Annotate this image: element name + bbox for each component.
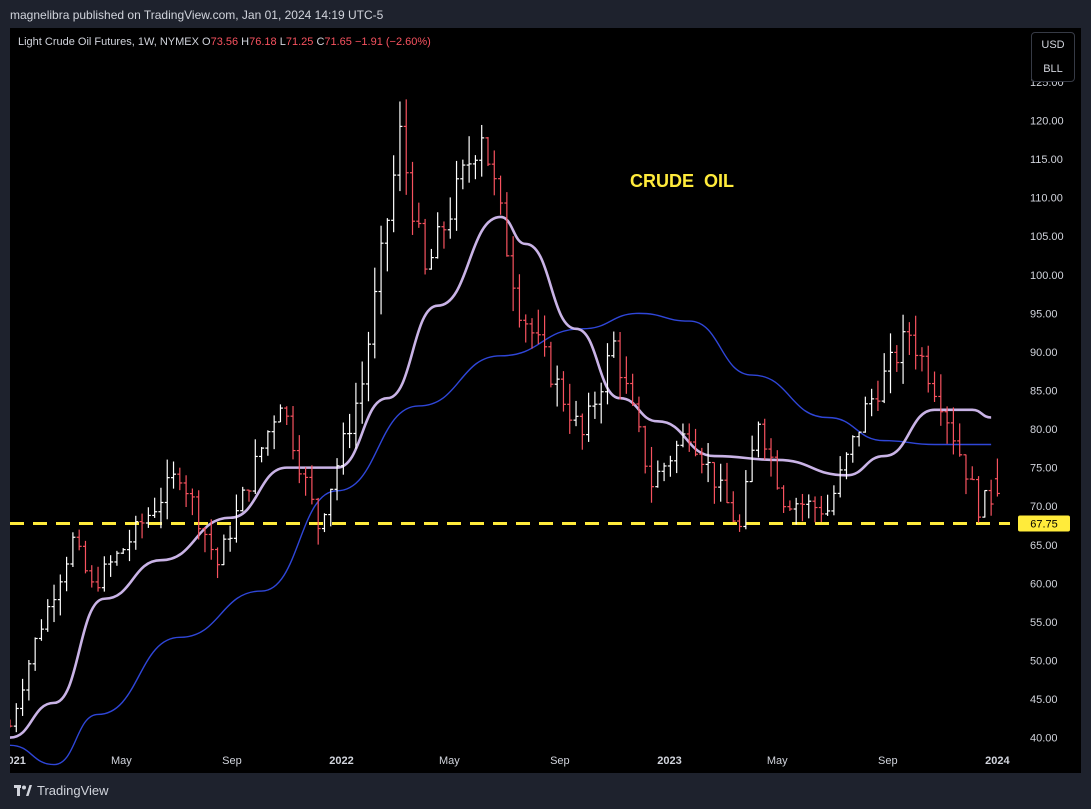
x-axis-tick-label: Sep <box>222 755 242 767</box>
x-axis-tick-label: May <box>767 755 788 767</box>
x-axis-tick-label: Sep <box>550 755 570 767</box>
y-axis-tick-label: 80.00 <box>1030 424 1058 436</box>
top-bar: magnelibra published on TradingView.com,… <box>0 0 1091 28</box>
high-label: H <box>241 36 250 48</box>
x-axis-tick-label: 2024 <box>985 755 1010 767</box>
price-chart[interactable]: 67.75 40.00 45.00 50.00 55.00 60.00 65.00 70.0… <box>10 28 1081 773</box>
high-value: 76.18 <box>249 36 277 48</box>
y-axis-tick-label: 115.00 <box>1030 154 1063 166</box>
x-axis-tick-label: 2023 <box>657 755 681 767</box>
chart-pane[interactable]: 67.75 40.00 45.00 50.00 55.00 60.00 65.00 70.0… <box>10 28 1081 773</box>
change-value: −1.91 (−2.60%) <box>354 36 431 48</box>
x-axis-tick-label: 2022 <box>329 755 353 767</box>
open-label: O <box>202 36 211 48</box>
moving-average-slow-line <box>10 312 992 766</box>
y-axis-tick-label: 70.00 <box>1030 501 1058 513</box>
y-axis-tick-label: 90.00 <box>1030 347 1058 359</box>
x-axis-tick-label: 2021 <box>10 755 26 767</box>
x-axis-tick-label: Sep <box>878 755 898 767</box>
published-info: magnelibra published on TradingView.com,… <box>10 8 384 22</box>
support-price-tag <box>1018 515 1070 532</box>
y-axis-tick-label: 95.00 <box>1030 308 1058 320</box>
y-axis-tick-label: 100.00 <box>1030 270 1064 282</box>
footer-bar: TradingView <box>0 773 1091 809</box>
moving-average-fast-line <box>10 215 992 739</box>
x-axis-tick-label: May <box>439 755 460 767</box>
y-axis-tick-label: 50.00 <box>1030 655 1058 667</box>
unit-label: BLL <box>1043 63 1063 75</box>
tradingview-brand: TradingView <box>37 783 109 798</box>
y-axis-tick-label: 65.00 <box>1030 540 1058 552</box>
x-axis-tick-label: May <box>111 755 132 767</box>
y-axis-tick-label: 55.00 <box>1030 617 1058 629</box>
currency-unit-button[interactable]: USD BLL <box>1031 32 1075 82</box>
close-value: 71.65 <box>324 36 352 48</box>
y-axis-tick-label: 120.00 <box>1030 116 1064 128</box>
y-axis-tick-label: 40.00 <box>1030 733 1058 745</box>
open-value: 73.56 <box>210 36 239 48</box>
y-axis-tick-label: 105.00 <box>1030 231 1064 243</box>
close-label: C <box>316 36 325 48</box>
ohlc-bars-layer <box>10 99 1000 733</box>
y-axis-tick-label: 75.00 <box>1030 463 1058 475</box>
support-price-label: 67.75 <box>1030 519 1058 531</box>
currency-label: USD <box>1041 39 1065 51</box>
y-axis-tick-label: 45.00 <box>1030 694 1058 706</box>
y-axis-tick-label: 110.00 <box>1030 193 1063 205</box>
axis-layer: 40.00 45.00 50.00 55.00 60.00 65.00 70.00 75.00… <box>10 77 1064 767</box>
symbol-name: Light Crude Oil Futures, 1W, NYMEX <box>18 36 199 48</box>
support-layer: 67.75 <box>10 515 1070 532</box>
chart-title: CRUDE OIL <box>630 171 734 191</box>
low-value: 71.25 <box>285 36 314 48</box>
tradingview-logo[interactable]: TradingView <box>14 783 109 798</box>
y-axis-tick-label: 60.00 <box>1030 578 1058 590</box>
tradingview-logo-icon <box>14 784 32 796</box>
moving-average-layer <box>10 215 992 766</box>
symbol-legend: Light Crude Oil Futures, 1W, NYMEX O73.5… <box>18 36 431 48</box>
low-label: L <box>279 36 286 48</box>
y-axis-tick-label: 85.00 <box>1030 386 1058 398</box>
